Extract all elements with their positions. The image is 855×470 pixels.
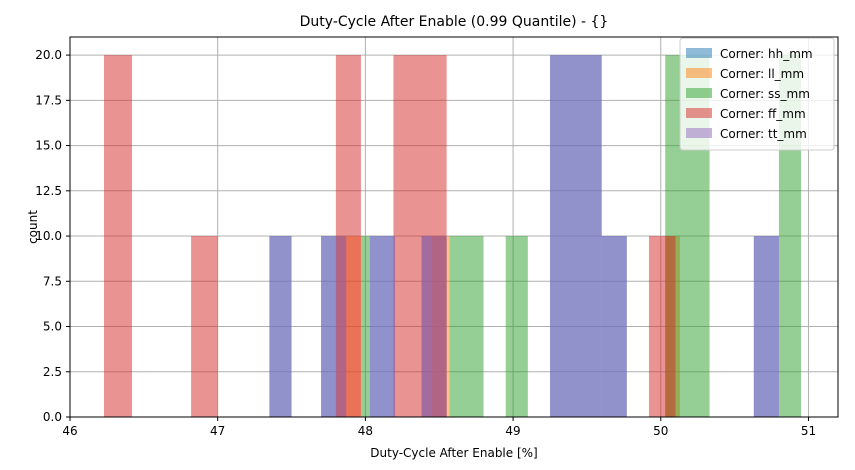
y-tick-label: 15.0: [35, 139, 62, 153]
y-tick-label: 17.5: [35, 93, 62, 107]
histogram-bar: [191, 236, 218, 417]
histogram-bar: [753, 236, 779, 417]
series-5-bars: [269, 55, 779, 417]
legend-swatch: [686, 88, 712, 98]
x-tick-label: 51: [801, 424, 816, 438]
x-tick-label: 50: [653, 424, 668, 438]
y-tick-label: 0.0: [43, 410, 62, 424]
histogram-bar: [648, 236, 676, 417]
legend-label: Corner: tt_mm: [720, 127, 807, 141]
histogram-bar: [321, 236, 347, 417]
y-axis-label: count: [26, 210, 40, 244]
x-axis-label: Duty-Cycle After Enable [%]: [370, 446, 537, 460]
legend-swatch: [686, 68, 712, 78]
legend-label: Corner: ll_mm: [720, 67, 804, 81]
y-tick-label: 10.0: [35, 229, 62, 243]
plot-frame: [69, 36, 839, 418]
legend-swatch: [686, 128, 712, 138]
y-tick-label: 5.0: [43, 320, 62, 334]
legend-label: Corner: hh_mm: [720, 47, 813, 61]
histogram-bars: [103, 55, 802, 417]
histogram-bar: [449, 236, 484, 417]
legend-label: Corner: ff_mm: [720, 107, 806, 121]
histogram-bar: [421, 236, 447, 417]
legend-label: Corner: ss_mm: [720, 87, 810, 101]
histogram-bar: [360, 236, 370, 417]
y-axis-ticks: 0.0 2.5 5.0 7.5 10.0 12.5 15.0 17.5 20.0: [35, 48, 70, 424]
y-tick-label: 2.5: [43, 365, 62, 379]
y-tick-label: 12.5: [35, 184, 62, 198]
y-tick-label: 7.5: [43, 274, 62, 288]
legend-swatch: [686, 108, 712, 118]
histogram-bar: [103, 55, 133, 417]
y-tick-label: 20.0: [35, 48, 62, 62]
x-axis-ticks: 46 47 48 49 50 51: [62, 417, 816, 438]
x-tick-label: 46: [62, 424, 77, 438]
chart-title: Duty-Cycle After Enable (0.99 Quantile) …: [300, 14, 609, 30]
x-tick-label: 47: [210, 424, 225, 438]
legend-box: [679, 37, 835, 151]
histogram-bar: [369, 236, 395, 417]
histogram-bar: [550, 55, 602, 417]
histogram-bar: [505, 236, 528, 417]
histogram-bar: [601, 236, 627, 417]
legend-swatch: [686, 48, 712, 58]
histogram-bar: [269, 236, 292, 417]
legend: Corner: hh_mm Corner: ll_mm Corner: ss_mm C…: [679, 37, 835, 151]
histogram-bar: [665, 55, 676, 417]
x-tick-label: 48: [358, 424, 373, 438]
x-tick-label: 49: [505, 424, 520, 438]
